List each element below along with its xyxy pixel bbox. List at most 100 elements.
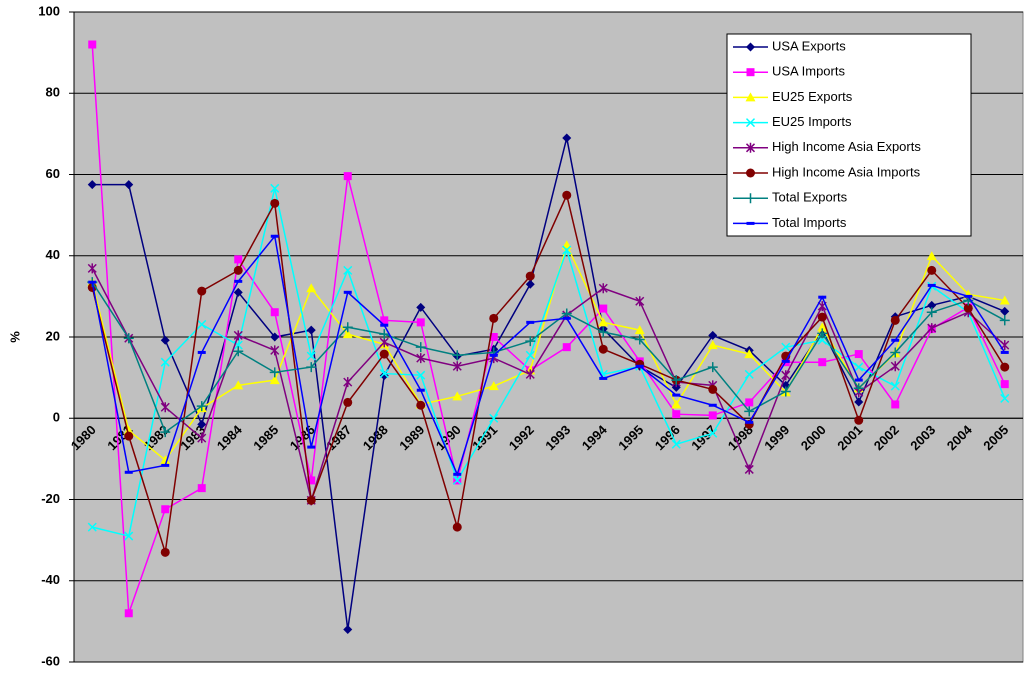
marker [416, 400, 426, 410]
marker [87, 263, 97, 274]
legend-marker [745, 193, 756, 204]
marker [87, 522, 97, 532]
marker [233, 380, 244, 390]
legend-marker [746, 42, 755, 52]
legend-label: USA Exports [772, 38, 846, 53]
marker [270, 183, 280, 193]
legend-marker [745, 118, 756, 128]
marker [599, 304, 608, 313]
marker [963, 303, 973, 313]
marker [635, 296, 645, 307]
marker [306, 351, 316, 361]
marker [744, 349, 755, 359]
marker [196, 401, 207, 412]
marker [306, 283, 317, 293]
marker [342, 322, 353, 333]
y-tick-label: -60 [41, 653, 60, 668]
marker [489, 333, 498, 341]
marker [489, 413, 499, 423]
marker [562, 343, 571, 352]
y-tick-label: 20 [46, 328, 60, 343]
marker [708, 411, 717, 420]
marker [234, 255, 243, 264]
marker [452, 361, 462, 372]
marker [343, 172, 352, 181]
marker [890, 361, 900, 372]
marker [817, 328, 828, 339]
marker [598, 283, 608, 294]
marker [380, 316, 389, 325]
marker [598, 327, 609, 338]
y-tick-label: -20 [41, 491, 60, 506]
marker [890, 381, 900, 391]
y-tick-label: 40 [46, 247, 60, 262]
marker [708, 428, 718, 438]
marker [671, 439, 681, 449]
legend-label: EU25 Imports [772, 114, 852, 129]
marker [233, 265, 243, 275]
marker [197, 484, 206, 493]
legend-marker [746, 68, 755, 77]
series-line [92, 137, 1006, 630]
marker [197, 419, 207, 429]
legend-marker [746, 168, 755, 178]
y-tick-label: 60 [46, 166, 60, 181]
marker [87, 180, 97, 190]
marker [671, 399, 682, 409]
marker [269, 367, 280, 378]
marker [270, 308, 279, 317]
marker [672, 410, 681, 419]
marker [854, 415, 864, 425]
marker [890, 347, 901, 358]
marker [343, 377, 353, 388]
marker [307, 476, 316, 485]
marker [452, 522, 462, 532]
series [88, 234, 1009, 477]
legend: USA Exports USA Imports EU25 Exports EU25 I… [726, 33, 972, 237]
series [87, 277, 1010, 438]
marker [927, 300, 937, 310]
marker [306, 495, 316, 505]
marker [562, 190, 572, 200]
marker [488, 381, 499, 391]
marker [124, 180, 134, 190]
marker [817, 322, 828, 332]
marker [598, 344, 608, 354]
marker [160, 547, 170, 557]
marker [160, 455, 171, 465]
legend-label: High Income Asia Exports [772, 139, 921, 154]
marker [343, 625, 353, 634]
series [87, 190, 1010, 557]
marker [999, 295, 1010, 305]
marker [781, 370, 791, 381]
marker [416, 370, 426, 380]
marker [926, 307, 937, 318]
marker [525, 350, 535, 360]
marker [233, 330, 243, 341]
marker [891, 400, 900, 409]
marker [926, 251, 937, 261]
marker [927, 323, 937, 334]
y-tick-label: 0 [53, 410, 60, 425]
marker [415, 342, 426, 353]
marker [160, 335, 170, 345]
marker [562, 133, 572, 143]
marker [634, 334, 645, 345]
legend-label: Total Imports [772, 215, 847, 230]
marker [817, 312, 827, 322]
y-tick-label: 80 [46, 85, 60, 100]
marker [270, 345, 280, 356]
series [88, 40, 1009, 618]
marker [343, 397, 353, 407]
marker [270, 332, 280, 342]
marker [416, 318, 425, 327]
marker [1000, 306, 1010, 316]
marker [561, 308, 572, 319]
series-line [91, 281, 1006, 434]
marker [379, 329, 390, 340]
marker [1000, 362, 1010, 372]
marker [489, 313, 499, 323]
marker [452, 475, 462, 485]
marker [854, 350, 863, 359]
